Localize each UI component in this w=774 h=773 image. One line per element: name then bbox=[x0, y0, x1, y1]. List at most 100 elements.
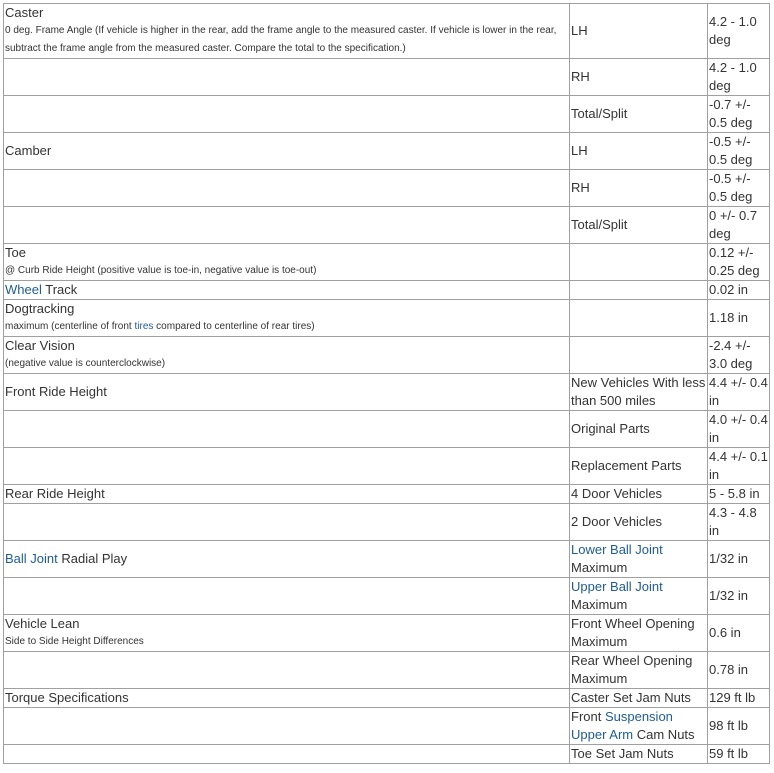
table-cell: 59 ft lb bbox=[707, 744, 770, 764]
cell-text: Front Suspension Upper Arm Cam Nuts bbox=[571, 708, 706, 744]
cell-text: Front Ride Height bbox=[5, 383, 568, 401]
text: LH bbox=[571, 143, 588, 158]
cell-text: Rear Wheel Opening Maximum bbox=[571, 652, 706, 688]
table-cell: 0.02 in bbox=[707, 280, 770, 300]
cell-text: 4 Door Vehicles bbox=[571, 485, 706, 503]
table-cell: 1.18 in bbox=[707, 299, 770, 337]
table-cell: 98 ft lb bbox=[707, 707, 770, 745]
text: 0.02 in bbox=[709, 282, 749, 297]
cell-text: 0.02 in bbox=[709, 281, 768, 299]
cell-text: Total/Split bbox=[571, 216, 706, 234]
table-row: RH 4.2 - 1.0 deg bbox=[3, 58, 770, 96]
table-cell bbox=[3, 707, 570, 745]
link[interactable]: Lower Ball Joint bbox=[571, 542, 663, 557]
text: Total/Split bbox=[571, 217, 628, 232]
text: Original Parts bbox=[571, 421, 650, 436]
cell-text: 1/32 in bbox=[709, 587, 768, 605]
text: 4.2 - 1.0 deg bbox=[709, 14, 757, 47]
table-cell bbox=[3, 744, 570, 764]
cell-text: 0.6 in bbox=[709, 624, 768, 642]
text: Cam Nuts bbox=[633, 727, 695, 742]
table-cell: RH bbox=[569, 58, 708, 96]
cell-text: 0 +/- 0.7 deg bbox=[709, 207, 768, 243]
table-cell: Upper Ball Joint Maximum bbox=[569, 577, 708, 615]
cell-text: LH bbox=[571, 22, 706, 40]
cell-note: maximum (centerline of front tires compa… bbox=[5, 318, 568, 336]
text: compared to centerline of rear tires) bbox=[153, 321, 315, 332]
table-cell: -0.7 +/- 0.5 deg bbox=[707, 95, 770, 133]
table-cell: RH bbox=[569, 169, 708, 207]
text: 4.2 - 1.0 deg bbox=[709, 60, 757, 93]
cell-text: -0.5 +/- 0.5 deg bbox=[709, 133, 768, 169]
text: 0.78 in bbox=[709, 662, 749, 677]
link[interactable]: tires bbox=[134, 321, 154, 332]
text: 0.12 +/- 0.25 deg bbox=[709, 245, 760, 278]
table-cell: Dogtracking maximum (centerline of front … bbox=[3, 299, 570, 337]
text: 59 ft lb bbox=[709, 746, 749, 761]
table-row: Dogtracking maximum (centerline of front … bbox=[3, 299, 770, 337]
text: Maximum bbox=[571, 597, 628, 612]
cell-text: 1.18 in bbox=[709, 309, 768, 327]
table-row: Camber LH -0.5 +/- 0.5 deg bbox=[3, 132, 770, 170]
cell-text: Clear Vision bbox=[5, 337, 568, 355]
text: RH bbox=[571, 180, 590, 195]
table-cell bbox=[3, 95, 570, 133]
cell-text: -0.5 +/- 0.5 deg bbox=[709, 170, 768, 206]
table-row: Caster 0 deg. Frame Angle (If vehicle is … bbox=[3, 3, 770, 59]
table-cell: Lower Ball Joint Maximum bbox=[569, 540, 708, 578]
table-cell: 4 Door Vehicles bbox=[569, 484, 708, 504]
cell-text: Torque Specifications bbox=[5, 689, 568, 707]
table-row: Upper Ball Joint Maximum 1/32 in bbox=[3, 577, 770, 615]
text: Clear Vision bbox=[5, 338, 75, 353]
table-row: Total/Split 0 +/- 0.7 deg bbox=[3, 206, 770, 244]
cell-text: Total/Split bbox=[571, 105, 706, 123]
table-cell: LH bbox=[569, 132, 708, 170]
table-cell: Torque Specifications bbox=[3, 688, 570, 708]
table-cell bbox=[3, 447, 570, 485]
table-cell: -0.5 +/- 0.5 deg bbox=[707, 169, 770, 207]
table-cell: Wheel Track bbox=[3, 280, 570, 300]
cell-text: Ball Joint Radial Play bbox=[5, 550, 568, 568]
table-row: Torque Specifications Caster Set Jam Nuts… bbox=[3, 688, 770, 708]
cell-text: Front Wheel Opening Maximum bbox=[571, 615, 706, 651]
text: 1/32 in bbox=[709, 551, 749, 566]
link[interactable]: Suspension Upper Arm bbox=[571, 709, 673, 742]
text: 1.18 in bbox=[709, 310, 749, 325]
cell-note: 0 deg. Frame Angle (If vehicle is higher… bbox=[5, 22, 568, 58]
text: 4.4 +/- 0.1 in bbox=[709, 449, 768, 482]
text: -0.5 +/- 0.5 deg bbox=[709, 171, 753, 204]
cell-text: RH bbox=[571, 179, 706, 197]
cell-note: Side to Side Height Differences bbox=[5, 633, 568, 651]
table-cell: Front Wheel Opening Maximum bbox=[569, 614, 708, 652]
table-cell bbox=[3, 169, 570, 207]
page: Caster 0 deg. Frame Angle (If vehicle is … bbox=[0, 3, 774, 773]
cell-text: 2 Door Vehicles bbox=[571, 513, 706, 531]
table-row: Rear Ride Height 4 Door Vehicles 5 - 5.8 i… bbox=[3, 484, 770, 504]
text: -0.5 +/- 0.5 deg bbox=[709, 134, 753, 167]
table-cell bbox=[569, 299, 708, 337]
cell-text: 5 - 5.8 in bbox=[709, 485, 768, 503]
table-cell: Camber bbox=[3, 132, 570, 170]
cell-text: 59 ft lb bbox=[709, 745, 768, 763]
cell-text: 1/32 in bbox=[709, 550, 768, 568]
link[interactable]: Ball Joint bbox=[5, 551, 58, 566]
text: RH bbox=[571, 69, 590, 84]
link[interactable]: Upper Ball Joint bbox=[571, 579, 663, 594]
cell-text: 4.2 - 1.0 deg bbox=[709, 13, 768, 49]
cell-text: Maximum bbox=[571, 559, 706, 577]
cell-note: @ Curb Ride Height (positive value is to… bbox=[5, 262, 568, 280]
text: 1/32 in bbox=[709, 588, 749, 603]
cell-text: New Vehicles With less than 500 miles bbox=[571, 374, 706, 410]
link[interactable]: Wheel bbox=[5, 282, 42, 297]
text: Rear Wheel Opening Maximum bbox=[571, 653, 693, 686]
table-cell bbox=[3, 577, 570, 615]
text: LH bbox=[571, 23, 588, 38]
table-cell bbox=[3, 58, 570, 96]
table-cell: 4.2 - 1.0 deg bbox=[707, 3, 770, 59]
table-row: Original Parts 4.0 +/- 0.4 in bbox=[3, 410, 770, 448]
table-cell: Ball Joint Radial Play bbox=[3, 540, 570, 578]
cell-text: 4.3 - 4.8 in bbox=[709, 504, 768, 540]
table-cell: Replacement Parts bbox=[569, 447, 708, 485]
table-row: Total/Split -0.7 +/- 0.5 deg bbox=[3, 95, 770, 133]
table-row: Ball Joint Radial Play Lower Ball Joint Ma… bbox=[3, 540, 770, 578]
